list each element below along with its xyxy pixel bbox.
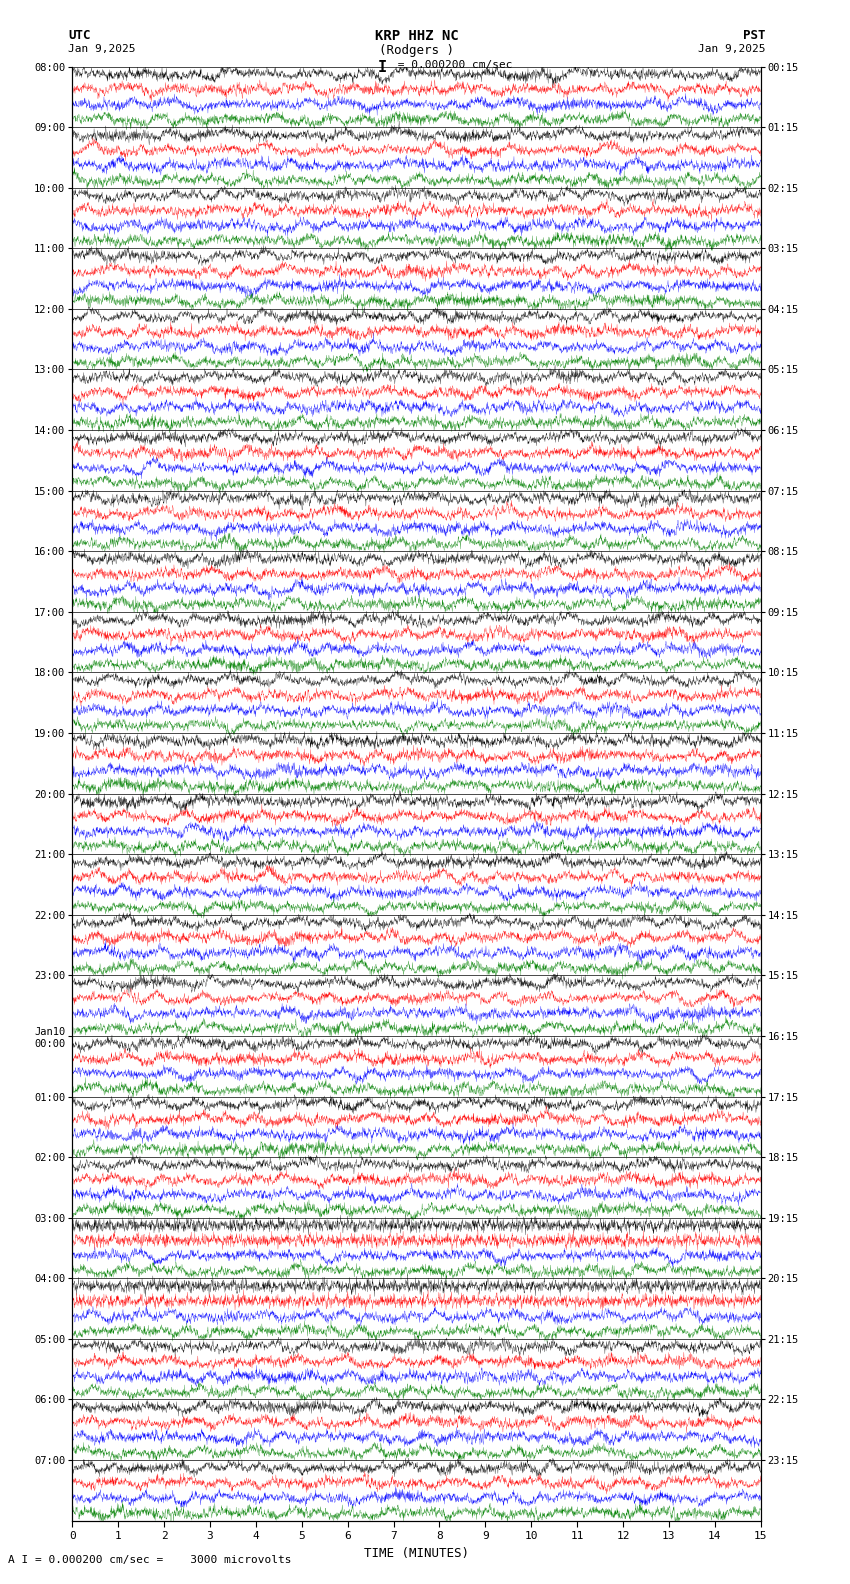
Text: A I = 0.000200 cm/sec =    3000 microvolts: A I = 0.000200 cm/sec = 3000 microvolts xyxy=(8,1555,292,1565)
Text: Jan 9,2025: Jan 9,2025 xyxy=(68,44,135,54)
Text: UTC: UTC xyxy=(68,29,90,41)
Text: PST: PST xyxy=(743,29,765,41)
Text: KRP HHZ NC: KRP HHZ NC xyxy=(375,29,458,43)
Text: I: I xyxy=(377,60,387,74)
Text: = 0.000200 cm/sec: = 0.000200 cm/sec xyxy=(391,60,513,70)
X-axis label: TIME (MINUTES): TIME (MINUTES) xyxy=(364,1546,469,1560)
Text: (Rodgers ): (Rodgers ) xyxy=(379,44,454,57)
Text: Jan 9,2025: Jan 9,2025 xyxy=(698,44,765,54)
